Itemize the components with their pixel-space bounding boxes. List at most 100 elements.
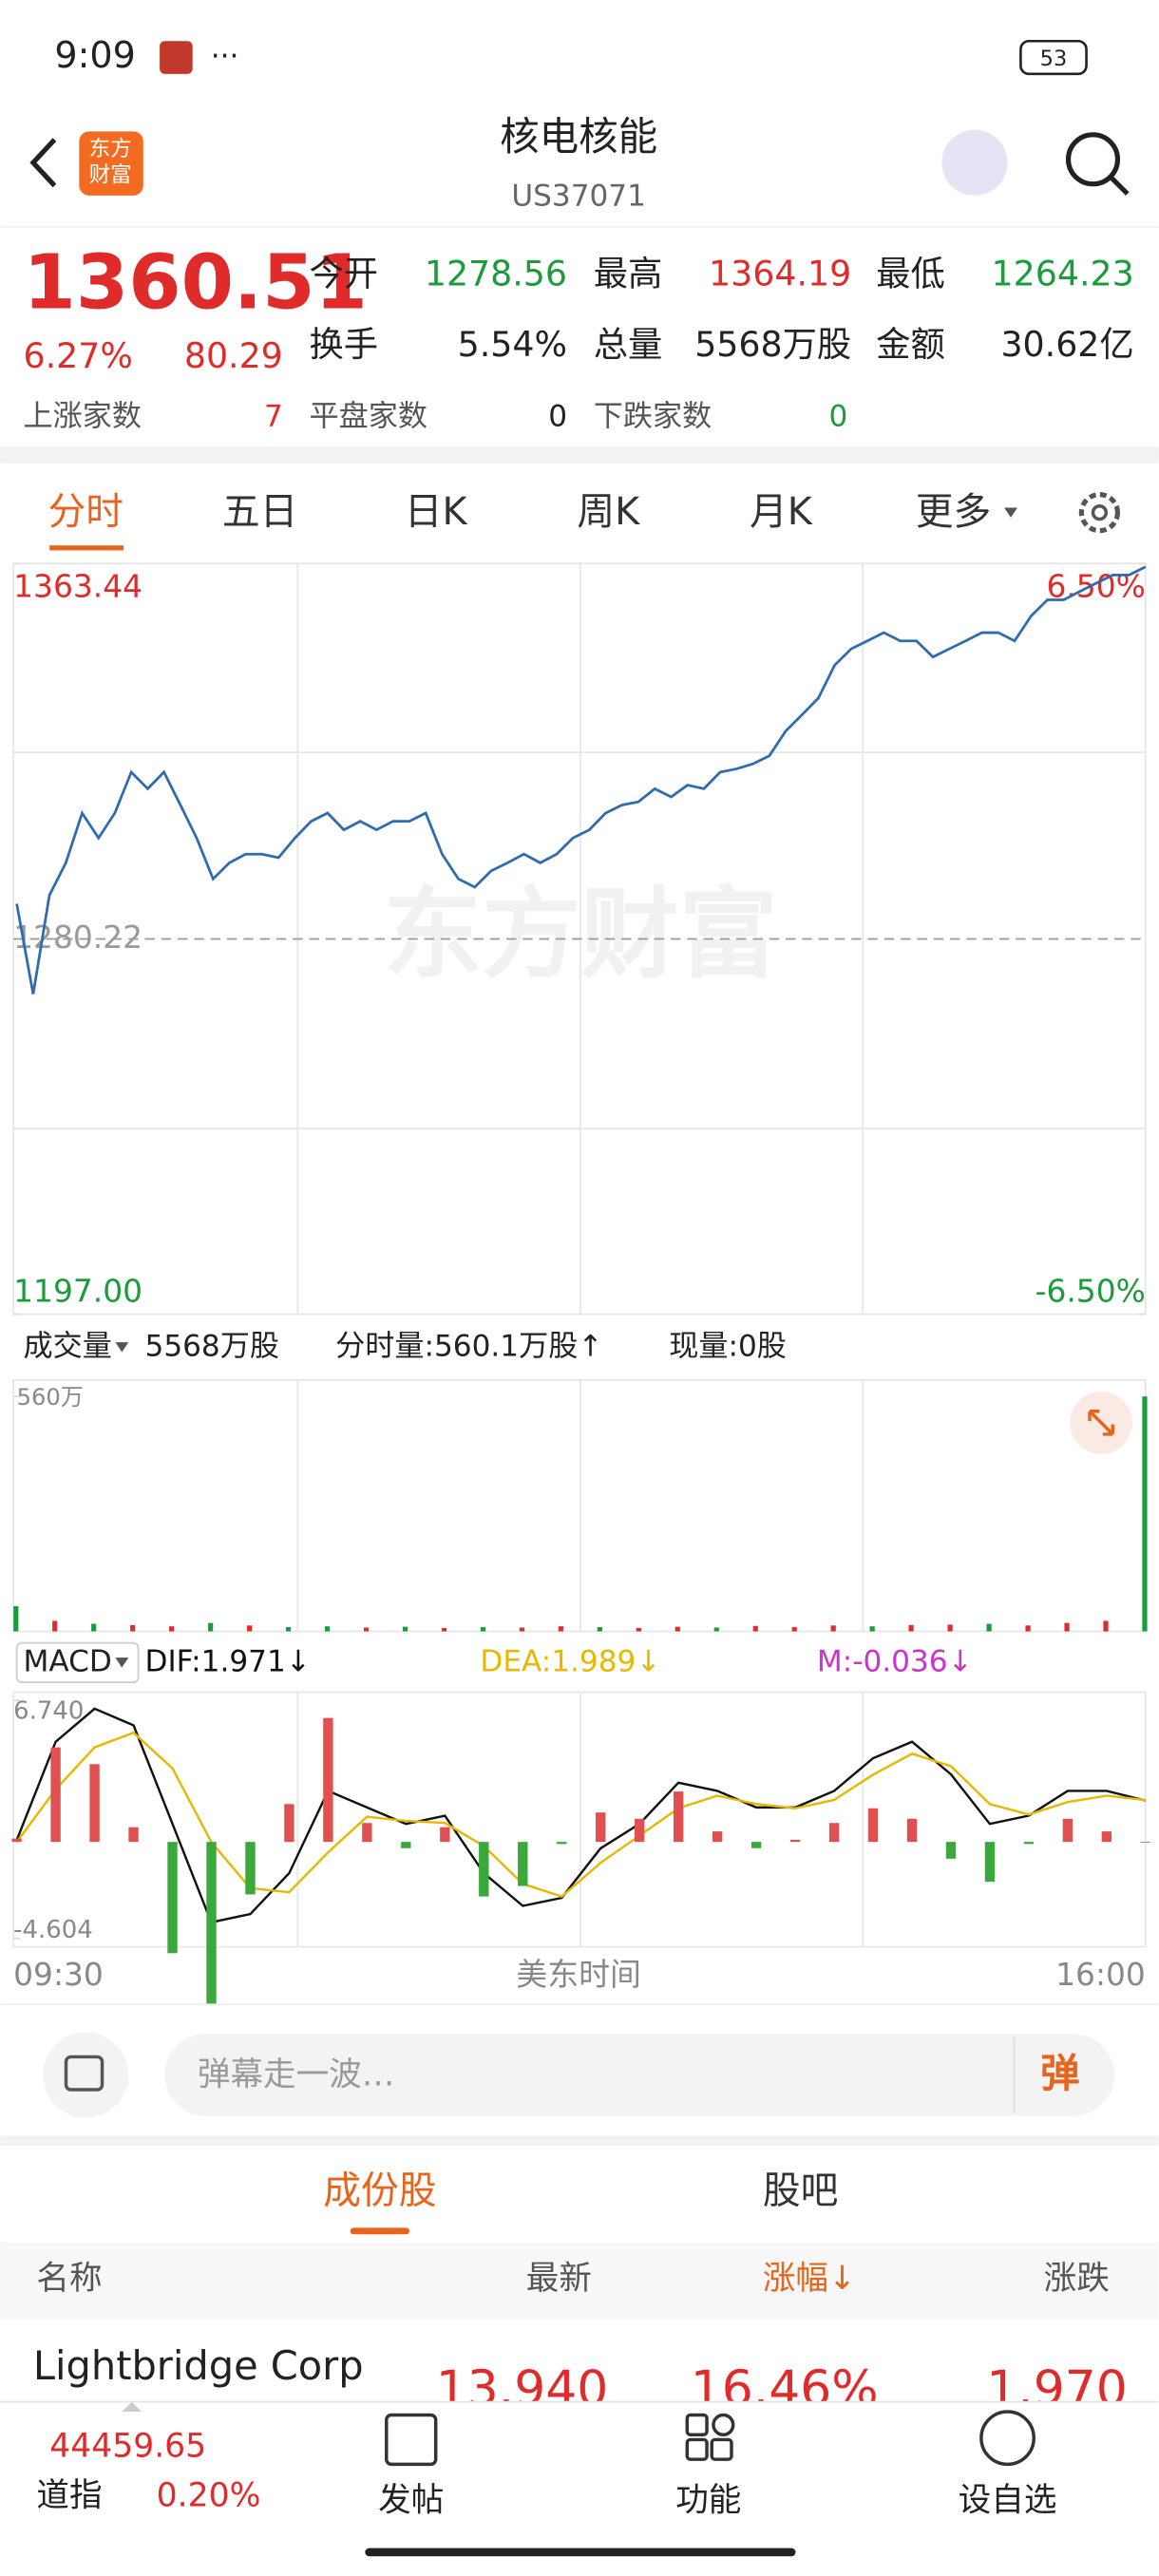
logo-text: 财富 (89, 163, 132, 188)
volume-current: 现量:0股 (669, 1329, 787, 1363)
volume-bar (130, 1624, 136, 1632)
macd-bar (557, 1842, 567, 1845)
volume-bar (636, 1627, 641, 1632)
field-value: 5.54% (458, 324, 567, 365)
volume-bar (674, 1626, 680, 1632)
field-value: 5568万股 (694, 324, 851, 365)
macd-selector[interactable] (15, 1641, 140, 1683)
assistant[interactable] (941, 129, 1008, 196)
volume-bar (402, 1626, 408, 1632)
breadth-value: 0 (548, 399, 567, 433)
macd-bar (712, 1831, 723, 1843)
tab[interactable]: 周K (577, 490, 640, 534)
macd-bar (245, 1842, 256, 1895)
field-value: 1264.23 (992, 254, 1134, 294)
macd-bar (789, 1839, 801, 1843)
macd-line (15, 1731, 1146, 1899)
comment-icon[interactable] (43, 2032, 129, 2118)
y-tick-label: 1363.44 (13, 568, 142, 605)
price: 1360.51 (24, 238, 368, 327)
legend-entry: DIF:1.971↓ (145, 1644, 311, 1678)
volume-bar (752, 1625, 758, 1632)
macd-bar (401, 1842, 411, 1848)
tab[interactable]: 月K (750, 490, 813, 534)
macd-bar (11, 1838, 22, 1843)
volume-bar (285, 1627, 292, 1632)
macd-bar (635, 1818, 645, 1843)
tab[interactable]: 更多 (916, 490, 992, 534)
macd-bar (906, 1818, 918, 1843)
macd-bar (1140, 1842, 1151, 1843)
band (0, 2135, 1159, 2146)
tab[interactable]: 分时 (48, 490, 124, 534)
comment-icon-shape (64, 2055, 104, 2092)
macd-bar (750, 1842, 762, 1848)
volume-bar (869, 1626, 875, 1632)
change-pct: 6.27% (24, 335, 133, 376)
volume-bar (1025, 1625, 1031, 1632)
y-tick-label: 1280.22 (13, 919, 142, 956)
column-header[interactable]: 名称 (36, 2260, 102, 2298)
volume-bar (597, 1627, 602, 1632)
volume-bar (363, 1627, 370, 1632)
list-tab[interactable]: 成份股 (323, 2169, 436, 2213)
column-header[interactable]: 涨幅↓ (763, 2260, 856, 2298)
field-label: 今开 (309, 254, 378, 294)
icon-cell (685, 2413, 709, 2436)
comment-input[interactable] (164, 2034, 1114, 2116)
macd-line (15, 1707, 1147, 1924)
volume-bar (169, 1626, 175, 1632)
index-name[interactable]: 道指 (36, 2476, 102, 2514)
volume-bar (947, 1624, 953, 1632)
macd-bar (828, 1823, 840, 1843)
back-button[interactable] (29, 138, 57, 188)
volume-bar (558, 1626, 563, 1632)
nav-item[interactable]: 功能 (675, 2482, 741, 2520)
x-label: 16:00 (1055, 1956, 1146, 1993)
index-change[interactable]: 0.20% (157, 2476, 261, 2514)
volume-bar (1103, 1620, 1109, 1632)
column-header[interactable]: 最新 (526, 2260, 592, 2298)
column-header[interactable]: 涨跌 (1044, 2260, 1110, 2298)
volume-bar (208, 1622, 214, 1632)
y2-tick-label: -6.50% (1036, 1273, 1146, 1310)
volume-bar (480, 1627, 486, 1632)
battery (1019, 39, 1088, 76)
search[interactable] (1065, 132, 1121, 187)
tab[interactable]: 日K (405, 490, 468, 534)
volume-total: 5568万股 (145, 1329, 279, 1363)
macd-bar (1101, 1831, 1112, 1843)
legend-entry: M:-0.036↓ (817, 1644, 973, 1678)
settings[interactable] (1078, 492, 1121, 534)
volume-bar (441, 1627, 447, 1632)
code: US37071 (511, 180, 646, 214)
volume-label[interactable]: 成交量 (24, 1329, 112, 1363)
search-handle (1109, 175, 1130, 196)
volume-period: 分时量:560.1万股↑ (335, 1329, 602, 1363)
nav-item[interactable]: 设自选 (959, 2482, 1057, 2520)
expand-icon (1088, 1409, 1114, 1436)
macd-bar (128, 1827, 139, 1843)
x-label: 美东时间 (516, 1956, 640, 1993)
volume-bar (791, 1627, 797, 1632)
app-icon (160, 41, 193, 74)
dots: ··· (211, 40, 239, 74)
nav-item[interactable]: 发帖 (378, 2482, 444, 2520)
legend-entry: DEA:1.989↓ (480, 1644, 660, 1678)
logo-text: 东方 (89, 137, 132, 161)
macd-bar (362, 1823, 372, 1843)
danmaku-button[interactable]: 弹 (1040, 2050, 1080, 2096)
volume-bar (91, 1623, 97, 1632)
index-value[interactable]: 44459.65 (49, 2428, 206, 2466)
y-tick-label: 1197.00 (13, 1273, 142, 1310)
dropdown-arrow (1004, 507, 1017, 518)
list-tab[interactable]: 股吧 (763, 2169, 839, 2213)
macd-bar (89, 1764, 100, 1843)
volume-bar (324, 1626, 331, 1632)
tab[interactable]: 五日 (222, 490, 298, 534)
volume-bar (13, 1605, 19, 1632)
stock-name[interactable]: Lightbridge Corp (33, 2342, 364, 2389)
field-value: 1278.56 (425, 254, 567, 294)
macd-bar (945, 1842, 957, 1859)
